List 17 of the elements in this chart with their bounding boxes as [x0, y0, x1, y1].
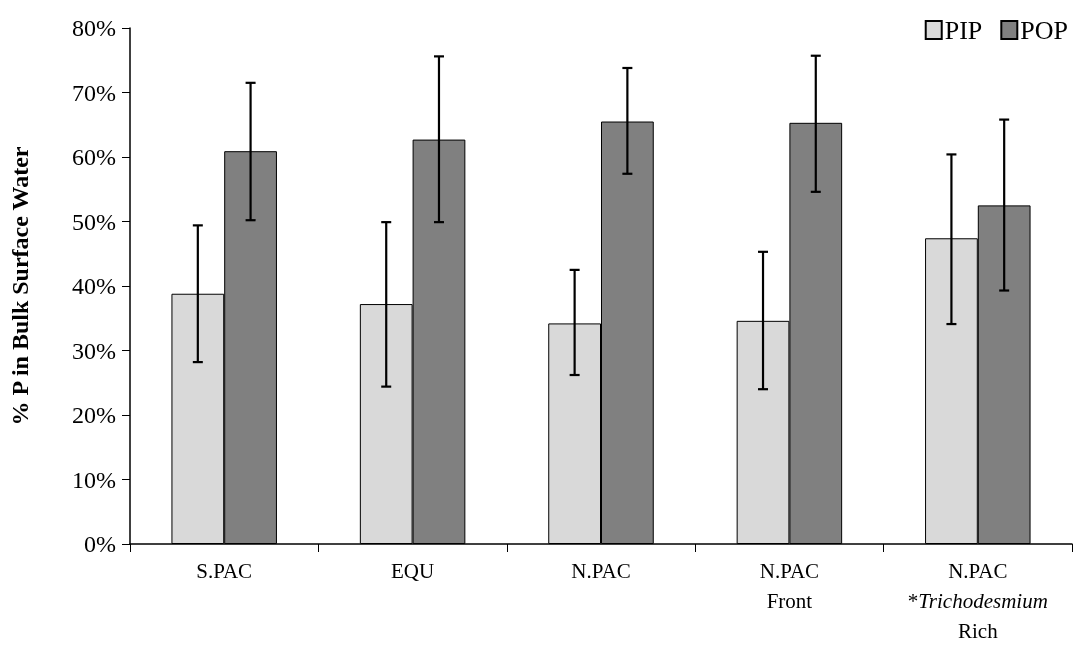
- y-tick-label: 30%: [72, 337, 116, 364]
- x-tick-label: S.PAC: [196, 559, 253, 583]
- y-axis-title: % P in Bulk Surface Water: [7, 146, 33, 426]
- y-tick-label: 80%: [72, 15, 116, 41]
- y-tick-label: 40%: [72, 273, 116, 299]
- legend-label: PIP: [944, 15, 983, 45]
- legend-label: POP: [1020, 15, 1069, 45]
- y-tick-label: 0%: [84, 531, 116, 557]
- y-tick-label: 70%: [72, 79, 116, 106]
- x-tick-label: N.PAC: [571, 559, 631, 583]
- category-label: N.PAC *Trichodesmium Rich: [907, 559, 1048, 643]
- y-tick-label: 20%: [72, 402, 116, 428]
- x-tick-label: N.PAC Front: [759, 559, 820, 613]
- x-tick-label: EQU: [391, 559, 435, 583]
- y-tick-label: 10%: [72, 466, 116, 493]
- y-tick-label: 50%: [72, 208, 116, 235]
- y-tick-label: 60%: [72, 144, 116, 170]
